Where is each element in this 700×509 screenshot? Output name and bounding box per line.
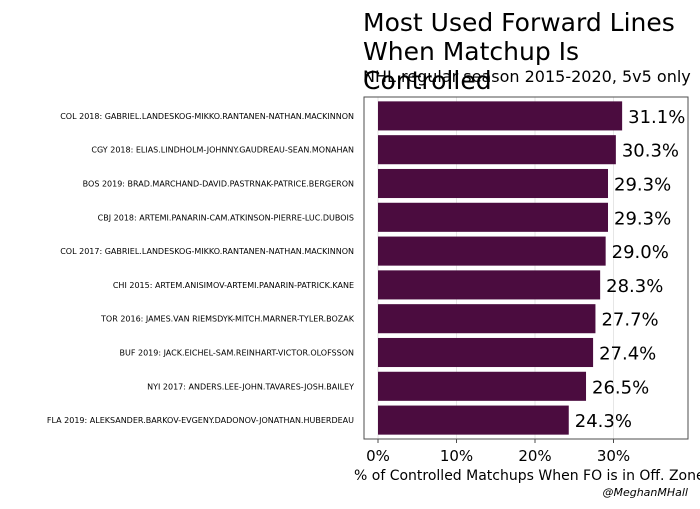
- category-label: BUF 2019: JACK.EICHEL-SAM.REINHART-VICTO…: [119, 349, 354, 358]
- bar: [378, 168, 609, 199]
- author-credit: @MeghanMHall: [602, 486, 688, 499]
- x-tick-label: 0%: [366, 447, 390, 465]
- category-label: COL 2017: GABRIEL.LANDESKOG-MIKKO.RANTAN…: [60, 247, 354, 256]
- category-label: TOR 2016: JAMES.VAN RIEMSDYK-MITCH.MARNE…: [100, 315, 355, 324]
- x-tick-label: 30%: [597, 447, 630, 465]
- category-label: FLA 2019: ALEKSANDER.BARKOV-EVGENY.DADON…: [47, 416, 354, 425]
- value-label: 29.0%: [612, 242, 669, 263]
- bar: [378, 202, 609, 232]
- bars-layer: [378, 101, 623, 435]
- bar: [378, 337, 594, 368]
- category-label: COL 2018: GABRIEL.LANDESKOG-MIKKO.RANTAN…: [60, 112, 354, 121]
- value-label: 28.3%: [606, 276, 663, 297]
- value-label: 29.3%: [614, 208, 671, 229]
- value-label: 26.5%: [592, 377, 649, 398]
- value-labels: 31.1% 30.3% 29.3% 29.3% 29.0% 28.3% 27.7% 27.4%…: [575, 107, 686, 432]
- value-label: 24.3%: [575, 411, 632, 432]
- category-label: NYI 2017: ANDERS.LEE-JOHN.TAVARES-JOSH.B…: [147, 382, 354, 391]
- category-label: CGY 2018: ELIAS.LINDHOLM-JOHNNY.GAUDREAU…: [91, 146, 354, 155]
- value-label: 29.3%: [614, 175, 671, 196]
- x-tick-labels: 0% 10% 20% 30%: [366, 439, 630, 465]
- bar: [378, 270, 601, 300]
- bar: [378, 101, 623, 131]
- x-tick-label: 20%: [518, 447, 551, 465]
- bar: [378, 236, 606, 266]
- category-labels: COL 2018: GABRIEL.LANDESKOG-MIKKO.RANTAN…: [47, 112, 355, 425]
- category-label: CHI 2015: ARTEM.ANISIMOV-ARTEMI.PANARIN-…: [113, 281, 354, 290]
- x-axis-title: % of Controlled Matchups When FO is in O…: [354, 468, 700, 484]
- bar: [378, 405, 569, 435]
- bar: [378, 304, 596, 334]
- category-label: BOS 2019: BRAD.MARCHAND-DAVID.PASTRNAK-P…: [83, 180, 354, 189]
- bar: [378, 371, 587, 401]
- chart-title: Most Used Forward Lines When Matchup Is …: [363, 8, 675, 95]
- x-tick-label: 10%: [440, 447, 473, 465]
- value-label: 27.7%: [601, 310, 658, 331]
- value-label: 30.3%: [622, 141, 679, 162]
- value-label: 27.4%: [599, 344, 656, 365]
- bar: [378, 135, 616, 165]
- panel-border: [363, 96, 689, 440]
- category-label: CBJ 2018: ARTEMI.PANARIN-CAM.ATKINSON-PI…: [98, 213, 354, 222]
- value-label: 31.1%: [628, 107, 685, 128]
- chart-subtitle: NHL regular season 2015-2020, 5v5 only: [363, 67, 691, 86]
